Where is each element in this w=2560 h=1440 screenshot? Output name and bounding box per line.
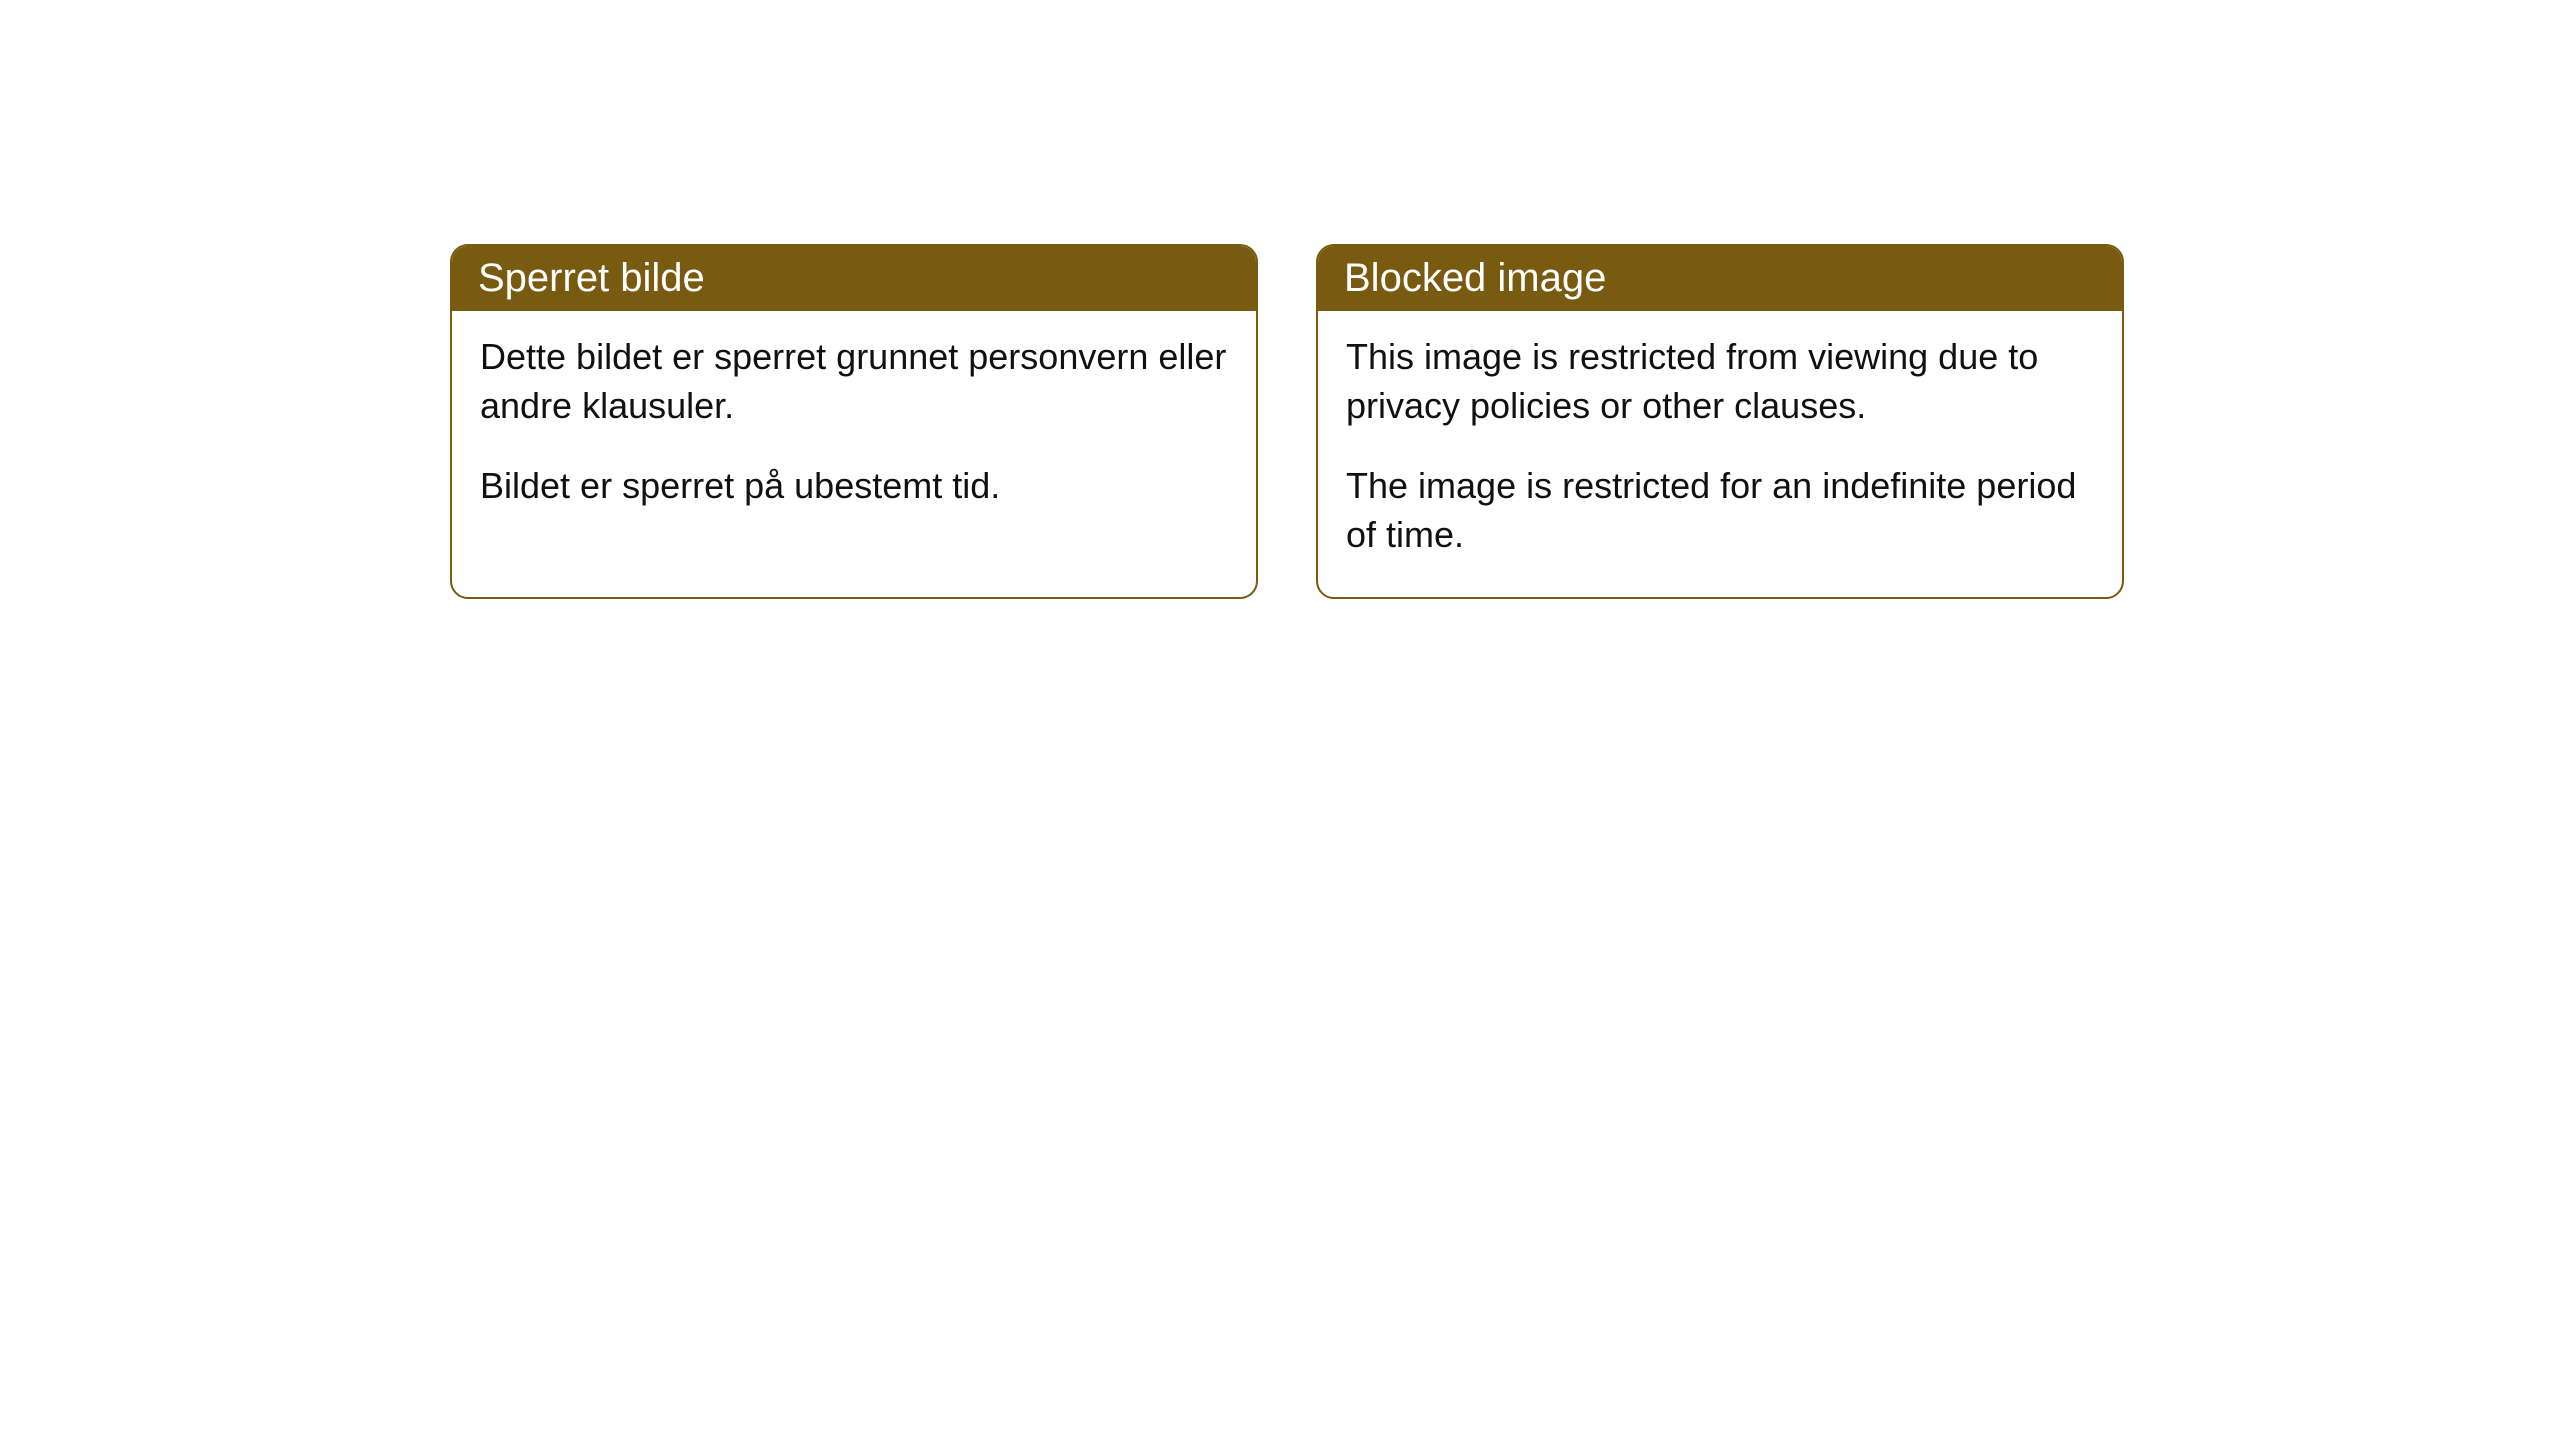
card-body: This image is restricted from viewing du… (1318, 311, 2122, 597)
notice-cards-container: Sperret bilde Dette bildet er sperret gr… (450, 244, 2124, 599)
card-title: Blocked image (1344, 256, 1606, 300)
card-header: Blocked image (1318, 246, 2122, 311)
notice-card-norwegian: Sperret bilde Dette bildet er sperret gr… (450, 244, 1258, 599)
card-paragraph: This image is restricted from viewing du… (1346, 333, 2094, 430)
notice-card-english: Blocked image This image is restricted f… (1316, 244, 2124, 599)
card-paragraph: Bildet er sperret på ubestemt tid. (480, 462, 1228, 511)
card-title: Sperret bilde (478, 256, 705, 300)
card-paragraph: Dette bildet er sperret grunnet personve… (480, 333, 1228, 430)
card-header: Sperret bilde (452, 246, 1256, 311)
card-paragraph: The image is restricted for an indefinit… (1346, 462, 2094, 559)
card-body: Dette bildet er sperret grunnet personve… (452, 311, 1256, 549)
